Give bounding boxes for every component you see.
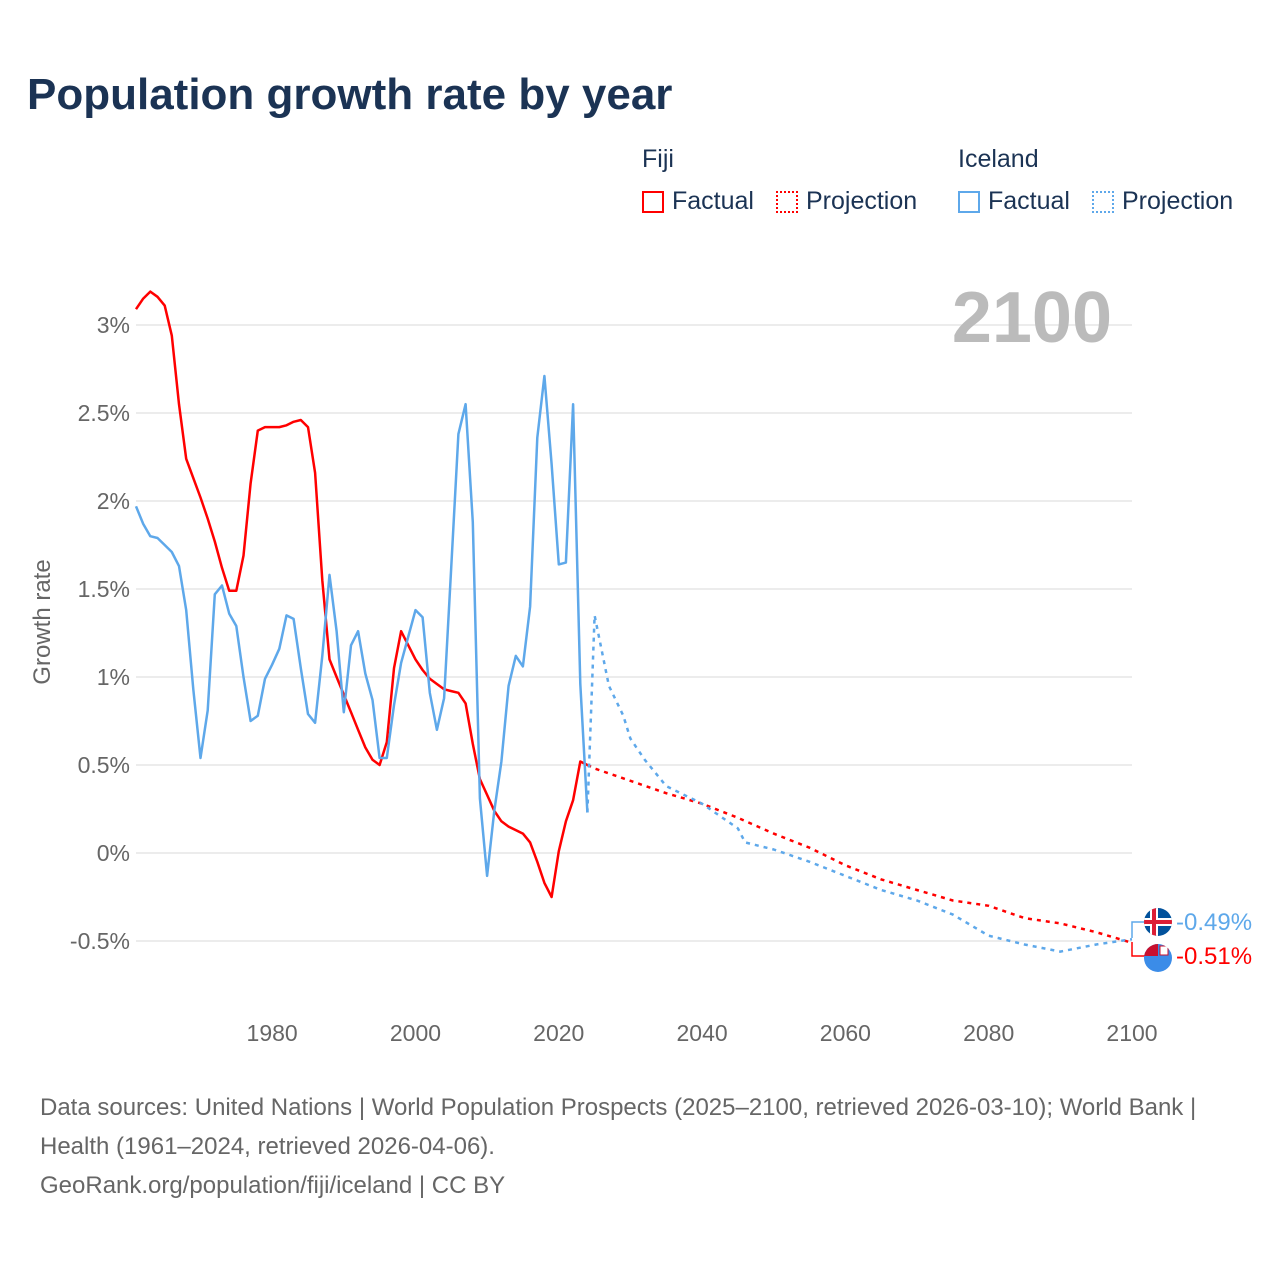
iceland-projection-line [586,614,1133,953]
legend-group-fiji: Fiji [642,145,674,173]
footer: Data sources: United Nations | World Pop… [40,1088,1240,1205]
legend-iceland-factual[interactable]: Factual [958,187,1070,216]
legend-label: Factual [672,187,754,215]
x-tick-label: 2000 [390,1020,441,1046]
legend-fiji-factual[interactable]: Factual [642,187,754,216]
legend-label: Projection [806,187,918,215]
end-markers: -0.49% -0.51% [1131,908,1252,972]
y-tick-label: 0% [97,840,130,866]
x-tick-label: 2080 [963,1020,1014,1046]
legend-swatch-solid [642,190,664,213]
iceland-connector [1131,921,1146,938]
fiji-flag-icon [1144,944,1172,972]
legend-fiji-projection[interactable]: Projection [776,187,917,216]
iceland-factual-line [134,374,589,878]
x-tick-label: 1980 [247,1020,298,1046]
y-tick-label: 2.5% [78,400,130,426]
x-tick-label: 2100 [1106,1020,1157,1046]
source-link[interactable]: GeoRank.org/population/fiji/iceland | CC… [40,1172,506,1199]
legend-swatch-dotted [1092,190,1114,213]
legend-label: Projection [1122,187,1234,215]
legend-group-iceland: Iceland [958,145,1039,173]
y-tick-label: 3% [97,312,130,338]
iceland-end-label: -0.49% [1176,909,1252,936]
y-tick-label: 1.5% [78,576,130,602]
x-tick-label: 2040 [676,1020,727,1046]
fiji-factual-line [134,290,588,899]
data-sources: Data sources: United Nations | World Pop… [40,1094,1197,1160]
x-tick-label: 2060 [820,1020,871,1046]
y-tick-label: 1% [97,664,130,690]
y-tick-label: 2% [97,488,130,514]
legend-label: Factual [988,187,1070,215]
fiji-end-label: -0.51% [1176,943,1252,970]
legend-swatch-dotted [776,190,798,213]
legend-swatch-solid [958,190,980,213]
y-tick-label: -0.5% [70,928,130,954]
y-tick-label: 0.5% [78,752,130,778]
fiji-connector [1131,942,1146,957]
y-axis-label: Growth rate [29,559,56,684]
fiji-projection-line [586,763,1133,944]
chart-title: Population growth rate by year [27,70,673,119]
legend-iceland-projection[interactable]: Projection [1092,187,1233,216]
iceland-flag-icon [1144,908,1172,936]
x-tick-label: 2020 [533,1020,584,1046]
year-marker: 2100 [952,278,1112,358]
